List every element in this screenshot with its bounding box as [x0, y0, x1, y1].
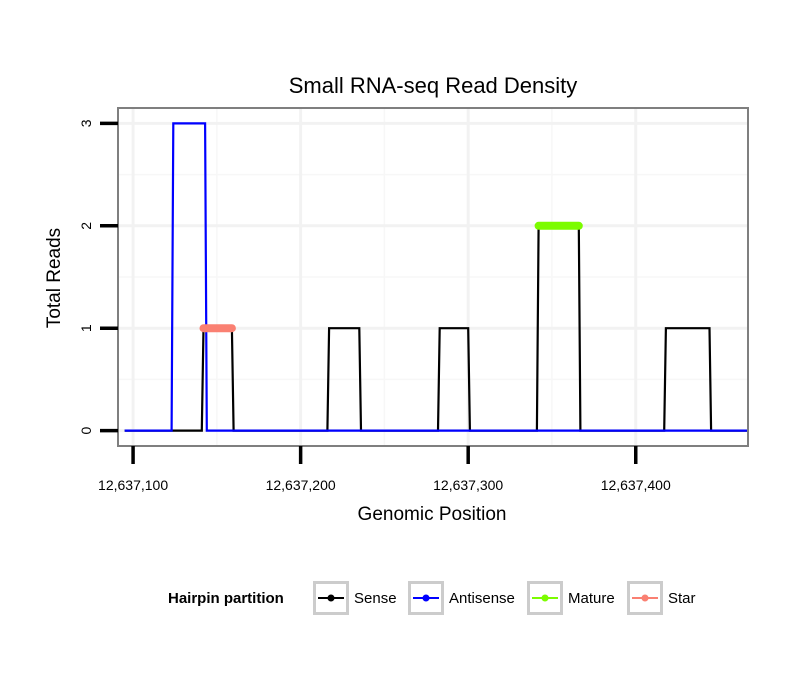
plot-panel: [117, 107, 749, 447]
x-tick-label: 12,637,100: [98, 477, 168, 493]
series-antisense-line: [124, 122, 748, 432]
legend-entry-sense: Sense: [313, 581, 397, 615]
x-tick-label: 12,637,300: [433, 477, 503, 493]
legend-key-dot: [422, 594, 430, 602]
plot-border: [117, 107, 749, 447]
x-tick-label: 12,637,400: [601, 477, 671, 493]
chart-title: Small RNA-seq Read Density: [289, 73, 578, 98]
legend-title: Hairpin partition: [168, 590, 284, 607]
y-tick-label: 0: [78, 427, 94, 435]
y-tick-label: 2: [78, 222, 94, 230]
legend-label: Star: [668, 590, 696, 607]
y-axis-title: Total Reads: [44, 228, 65, 328]
y-axis: 0 1 2 3: [78, 119, 118, 435]
legend-entry-mature: Mature: [527, 581, 615, 615]
legend-entries: Sense Antisense Mature Star: [313, 581, 696, 615]
y-tick-label: 3: [78, 119, 94, 127]
series-sense-line: [124, 224, 748, 432]
x-axis: 12,637,100 12,637,200 12,637,300 12,637,400: [98, 446, 671, 493]
legend: Hairpin partition Sense Antisense Mature St…: [168, 581, 696, 615]
legend-label: Antisense: [449, 590, 515, 607]
legend-key-dot: [327, 594, 335, 602]
y-tick-label: 1: [78, 324, 94, 332]
legend-key-dot: [641, 594, 649, 602]
x-axis-title: Genomic Position: [358, 504, 507, 525]
legend-key-dot: [541, 594, 549, 602]
legend-entry-antisense: Antisense: [408, 581, 515, 615]
legend-label: Sense: [354, 590, 397, 607]
legend-label: Mature: [568, 590, 615, 607]
legend-entry-star: Star: [627, 581, 696, 615]
series-layer: [124, 122, 748, 432]
x-tick-label: 12,637,200: [266, 477, 336, 493]
